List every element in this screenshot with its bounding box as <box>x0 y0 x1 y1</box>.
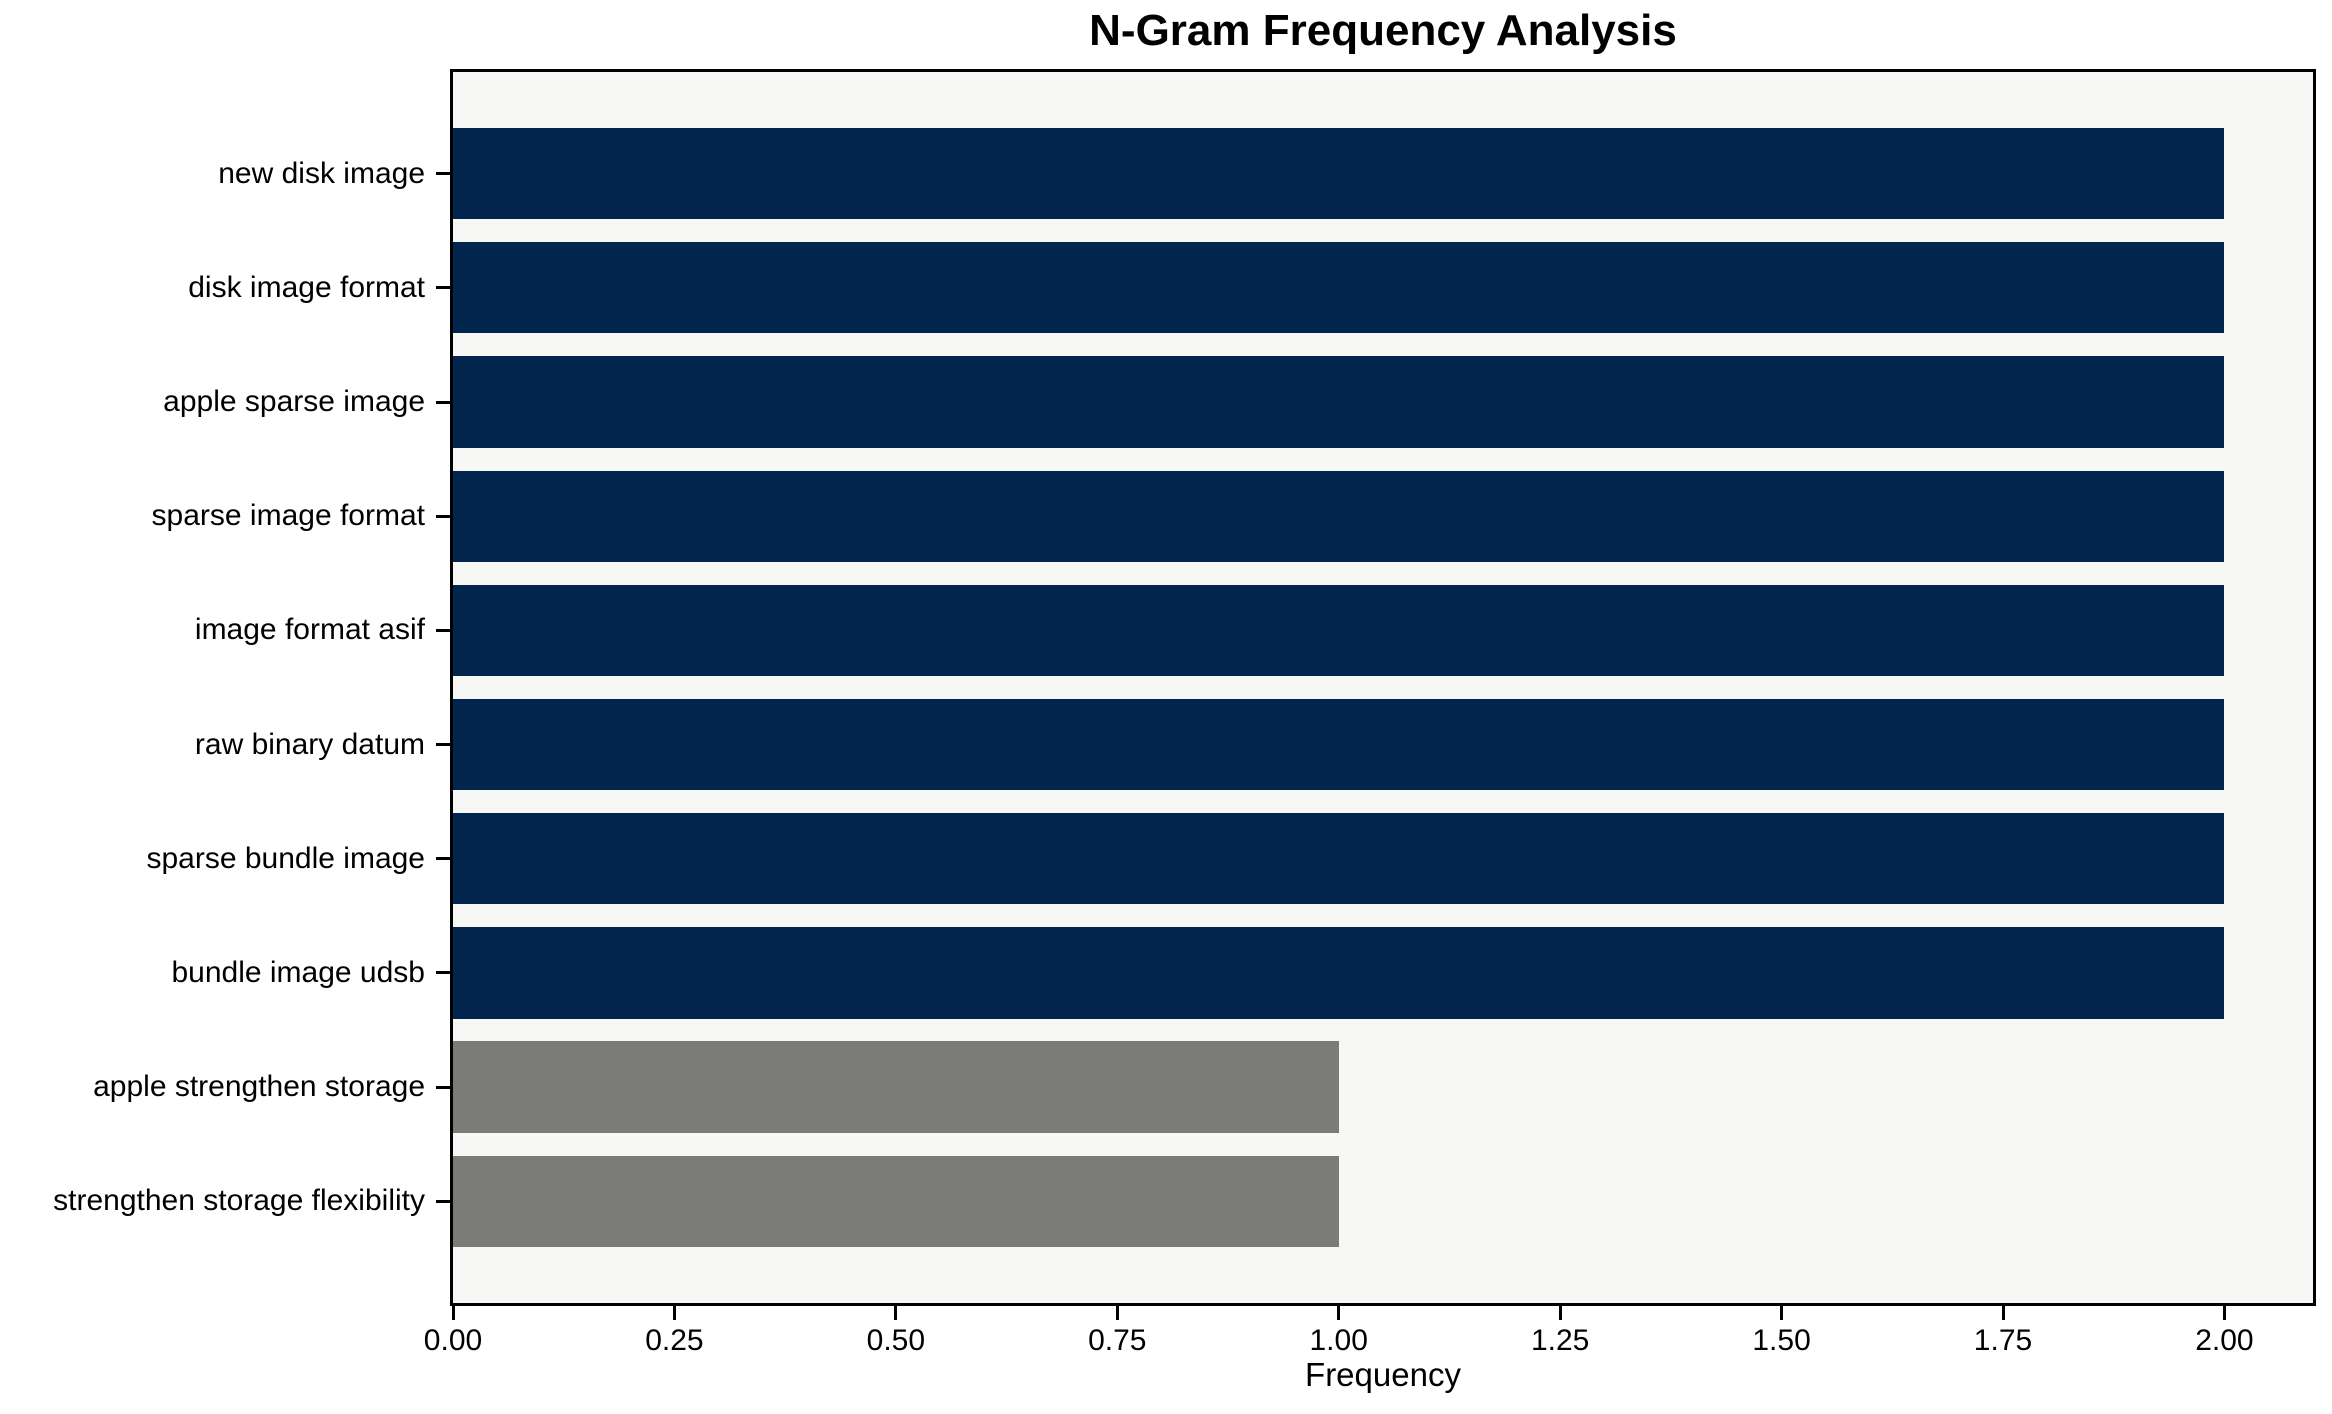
x-tick-mark <box>451 1306 455 1320</box>
x-tick-mark <box>1780 1306 1784 1320</box>
x-tick-mark <box>894 1306 898 1320</box>
x-tick-label: 1.50 <box>1752 1324 1811 1357</box>
x-tick-label: 1.00 <box>1309 1324 1368 1357</box>
x-tick-mark <box>672 1306 676 1320</box>
y-tick-mark <box>436 172 450 176</box>
y-tick-label: sparse image format <box>151 499 425 533</box>
y-tick-mark <box>436 971 450 975</box>
y-tick-label: raw binary datum <box>194 727 425 761</box>
y-tick-mark <box>436 514 450 518</box>
y-tick-label: new disk image <box>218 156 425 190</box>
x-tick-label: 1.25 <box>1530 1324 1590 1357</box>
y-tick-label: bundle image udsb <box>171 955 425 989</box>
y-tick-mark <box>436 1085 450 1089</box>
y-tick-label: sparse bundle image <box>146 841 425 875</box>
chart-title: N-Gram Frequency Analysis <box>1089 6 1677 55</box>
x-tick-mark <box>1115 1306 1119 1320</box>
y-tick-label: apple sparse image <box>163 385 425 419</box>
y-tick-label: image format asif <box>194 613 425 647</box>
bar <box>453 698 2225 791</box>
bar <box>453 584 2225 677</box>
y-tick-mark <box>436 857 450 861</box>
y-tick-label: strengthen storage flexibility <box>53 1184 425 1218</box>
x-tick-label: 0.75 <box>1088 1324 1147 1357</box>
x-tick-mark <box>2001 1306 2005 1320</box>
bar <box>453 1041 1339 1133</box>
x-tick-mark <box>1337 1306 1341 1320</box>
y-tick-mark <box>436 286 450 290</box>
bar <box>453 242 2225 334</box>
bar <box>453 1155 1339 1248</box>
y-tick-mark <box>436 628 450 632</box>
y-tick-mark <box>436 1199 450 1203</box>
y-tick-mark <box>436 743 450 747</box>
x-tick-mark <box>1558 1306 1562 1320</box>
bar <box>453 470 2225 562</box>
x-tick-label: 2.00 <box>2195 1324 2254 1357</box>
bar <box>453 813 2225 905</box>
bar <box>453 927 2225 1019</box>
x-tick-label: 0.50 <box>866 1324 926 1357</box>
x-tick-label: 0.25 <box>645 1324 704 1357</box>
y-tick-label: disk image format <box>188 270 425 304</box>
x-axis-label: Frequency <box>1305 1356 1461 1393</box>
y-tick-label: apple strengthen storage <box>93 1070 425 1104</box>
x-tick-label: 0.00 <box>423 1324 483 1357</box>
x-tick-label: 1.75 <box>1973 1324 2033 1357</box>
y-tick-mark <box>436 400 450 404</box>
bar <box>453 127 2225 220</box>
x-tick-mark <box>2222 1306 2226 1320</box>
bar <box>453 356 2225 448</box>
